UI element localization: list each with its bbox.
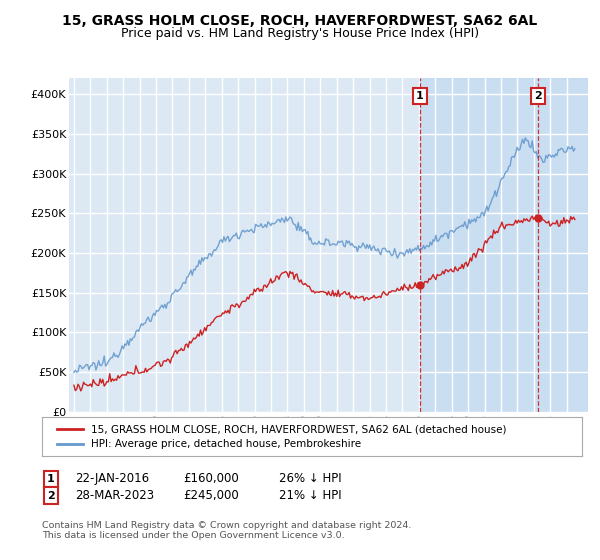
- Text: 26% ↓ HPI: 26% ↓ HPI: [279, 472, 341, 486]
- Text: Contains HM Land Registry data © Crown copyright and database right 2024.
This d: Contains HM Land Registry data © Crown c…: [42, 521, 412, 540]
- Text: 21% ↓ HPI: 21% ↓ HPI: [279, 489, 341, 502]
- Bar: [420, 78, 588, 412]
- Text: £160,000: £160,000: [183, 472, 239, 486]
- Text: 1: 1: [47, 474, 55, 484]
- Text: 2: 2: [47, 491, 55, 501]
- Text: 15, GRASS HOLM CLOSE, ROCH, HAVERFORDWEST, SA62 6AL: 15, GRASS HOLM CLOSE, ROCH, HAVERFORDWES…: [62, 14, 538, 28]
- Legend: 15, GRASS HOLM CLOSE, ROCH, HAVERFORDWEST, SA62 6AL (detached house), HPI: Avera: 15, GRASS HOLM CLOSE, ROCH, HAVERFORDWES…: [53, 420, 511, 454]
- Text: 22-JAN-2016: 22-JAN-2016: [75, 472, 149, 486]
- Text: 28-MAR-2023: 28-MAR-2023: [75, 489, 154, 502]
- Text: 1: 1: [416, 91, 424, 101]
- Text: 2: 2: [534, 91, 542, 101]
- Text: Price paid vs. HM Land Registry's House Price Index (HPI): Price paid vs. HM Land Registry's House …: [121, 27, 479, 40]
- Text: £245,000: £245,000: [183, 489, 239, 502]
